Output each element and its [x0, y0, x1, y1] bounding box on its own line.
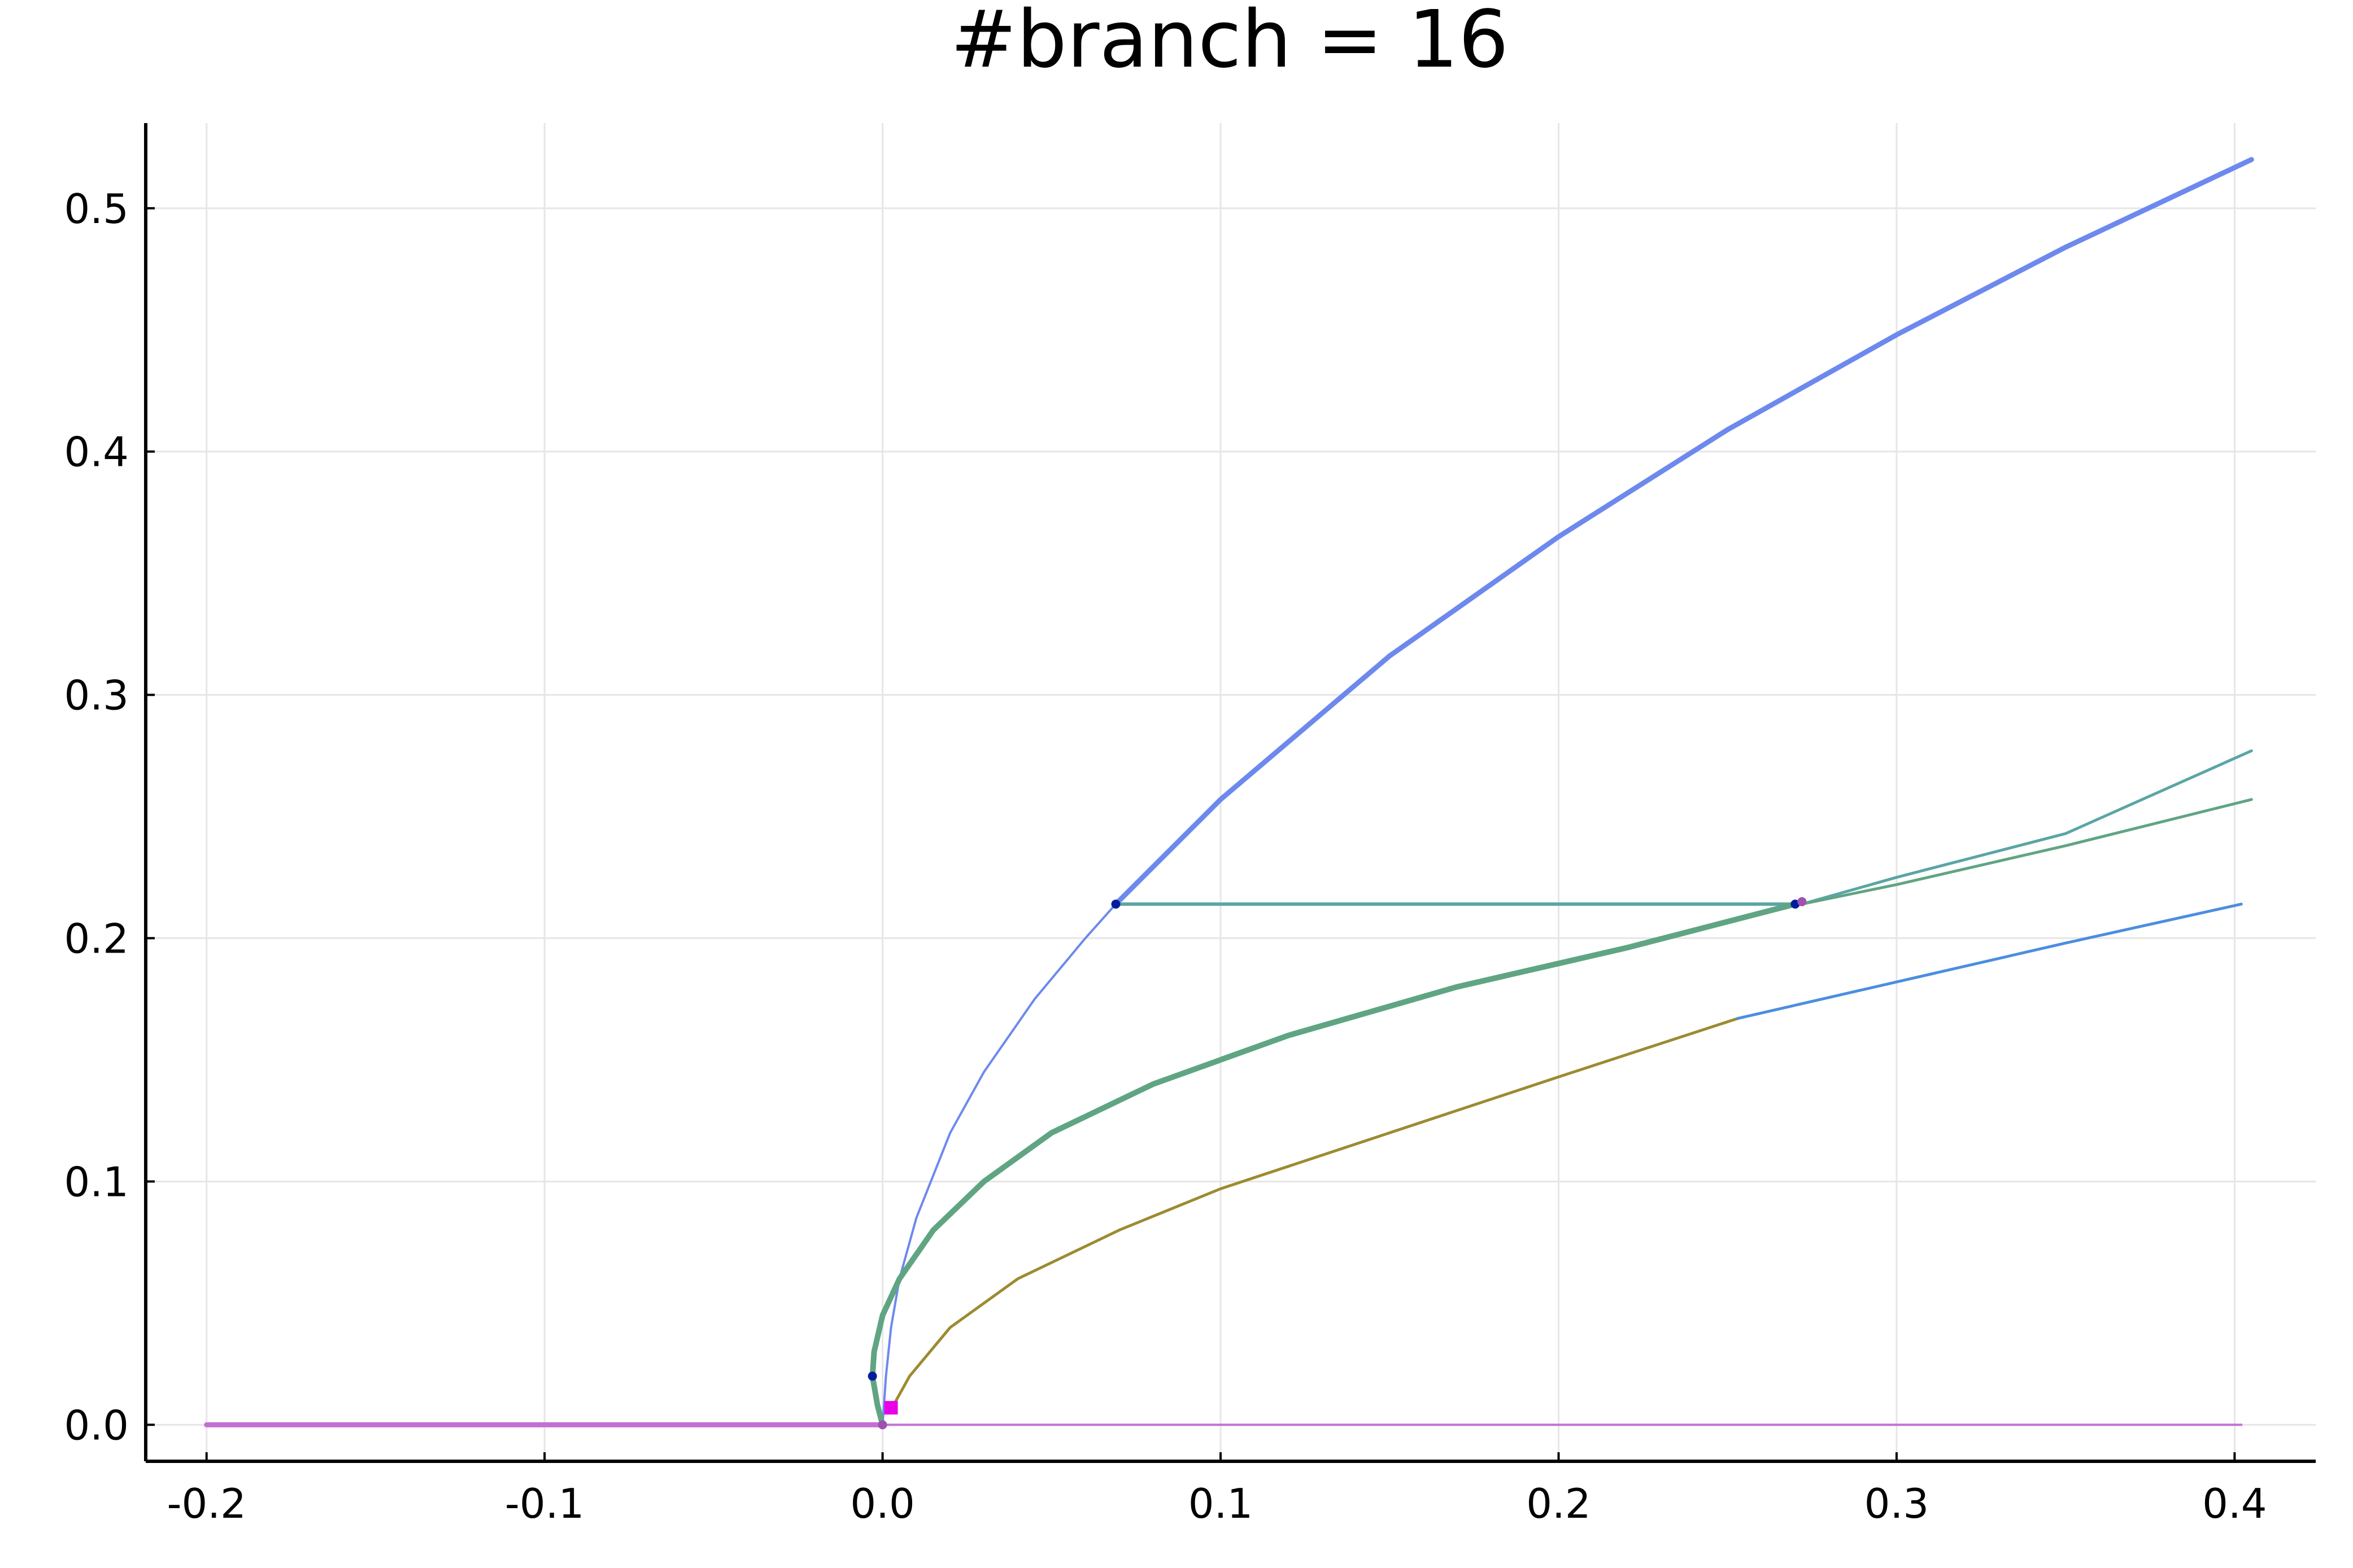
grid — [146, 123, 2316, 1461]
x-tick-label: 0.4 — [2202, 1480, 2267, 1527]
bifurcation-point-marker — [868, 1372, 877, 1381]
bifurcation-point-marker — [1797, 897, 1807, 906]
x-tick-label: -0.2 — [167, 1480, 246, 1527]
series-line-3 — [1113, 157, 2254, 907]
series-layer — [204, 157, 2254, 1428]
y-tick-label: 0.0 — [64, 1401, 129, 1449]
series-line-5 — [1800, 749, 2253, 906]
series-line-7 — [869, 901, 1798, 1428]
bifurcation-point-marker — [878, 1420, 887, 1430]
bifurcation-point-marker — [1111, 899, 1121, 909]
y-tick-label: 0.2 — [64, 915, 129, 963]
x-tick-label: 0.2 — [1526, 1480, 1591, 1527]
y-tick-label: 0.4 — [64, 429, 129, 476]
y-ticks: 0.0 0.1 0.2 0.3 0.4 0.5 — [64, 185, 155, 1449]
x-tick-label: 0.0 — [850, 1480, 915, 1527]
x-tick-label: -0.1 — [505, 1480, 584, 1527]
series-line-2 — [881, 903, 1117, 1426]
x-tick-label: 0.3 — [1864, 1480, 1929, 1527]
special-point-marker — [884, 1401, 898, 1415]
series-line-9 — [1736, 902, 2243, 1020]
x-ticks: -0.2 -0.1 0.0 0.1 0.2 0.3 0.4 — [167, 1452, 2267, 1527]
axes — [144, 123, 2316, 1463]
series-line-8 — [888, 1017, 1740, 1414]
marker-layer — [868, 897, 1807, 1430]
series-line-6 — [1800, 798, 2253, 906]
y-tick-label: 0.1 — [64, 1158, 129, 1206]
y-tick-label: 0.3 — [64, 672, 129, 719]
chart-title: #branch = 16 — [951, 0, 1509, 86]
x-tick-label: 0.1 — [1188, 1480, 1253, 1527]
y-tick-label: 0.5 — [64, 185, 129, 233]
